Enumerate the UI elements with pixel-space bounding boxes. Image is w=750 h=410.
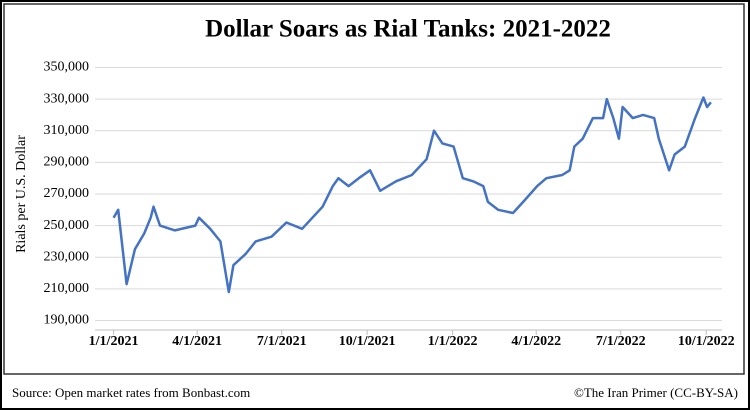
x-tick-label: 7/1/2021: [257, 334, 307, 349]
x-tick-label: 7/1/2022: [596, 334, 646, 349]
y-tick-label: 190,000: [44, 313, 90, 328]
x-tick-label: 4/1/2021: [172, 334, 222, 349]
y-tick-label: 350,000: [44, 60, 90, 75]
x-tick-label: 10/1/2022: [678, 334, 735, 349]
y-tick-label: 210,000: [44, 281, 90, 296]
data-line: [112, 96, 712, 294]
x-tick-label: 10/1/2021: [339, 334, 396, 349]
x-tick-label: 1/1/2021: [89, 334, 139, 349]
y-tick-label: 310,000: [44, 123, 90, 138]
y-tick-label: 270,000: [44, 186, 90, 201]
source: Source: Open market rates from Bonbast.c…: [12, 385, 250, 400]
chart-border: [3, 3, 745, 375]
y-tick-label: 290,000: [44, 155, 90, 170]
x-tick-label: 4/1/2022: [511, 334, 561, 349]
y-tick-label: 330,000: [44, 91, 90, 106]
y-axis-label: Rials per U.S. Dollar: [14, 135, 29, 253]
x-tick-label: 1/1/2022: [428, 334, 478, 349]
credit: ©The Iran Primer (CC-BY-SA): [574, 385, 738, 400]
chart-title: Dollar Soars as Rial Tanks: 2021-2022: [205, 16, 611, 43]
y-tick-label: 230,000: [44, 249, 90, 264]
y-tick-label: 250,000: [44, 218, 90, 233]
